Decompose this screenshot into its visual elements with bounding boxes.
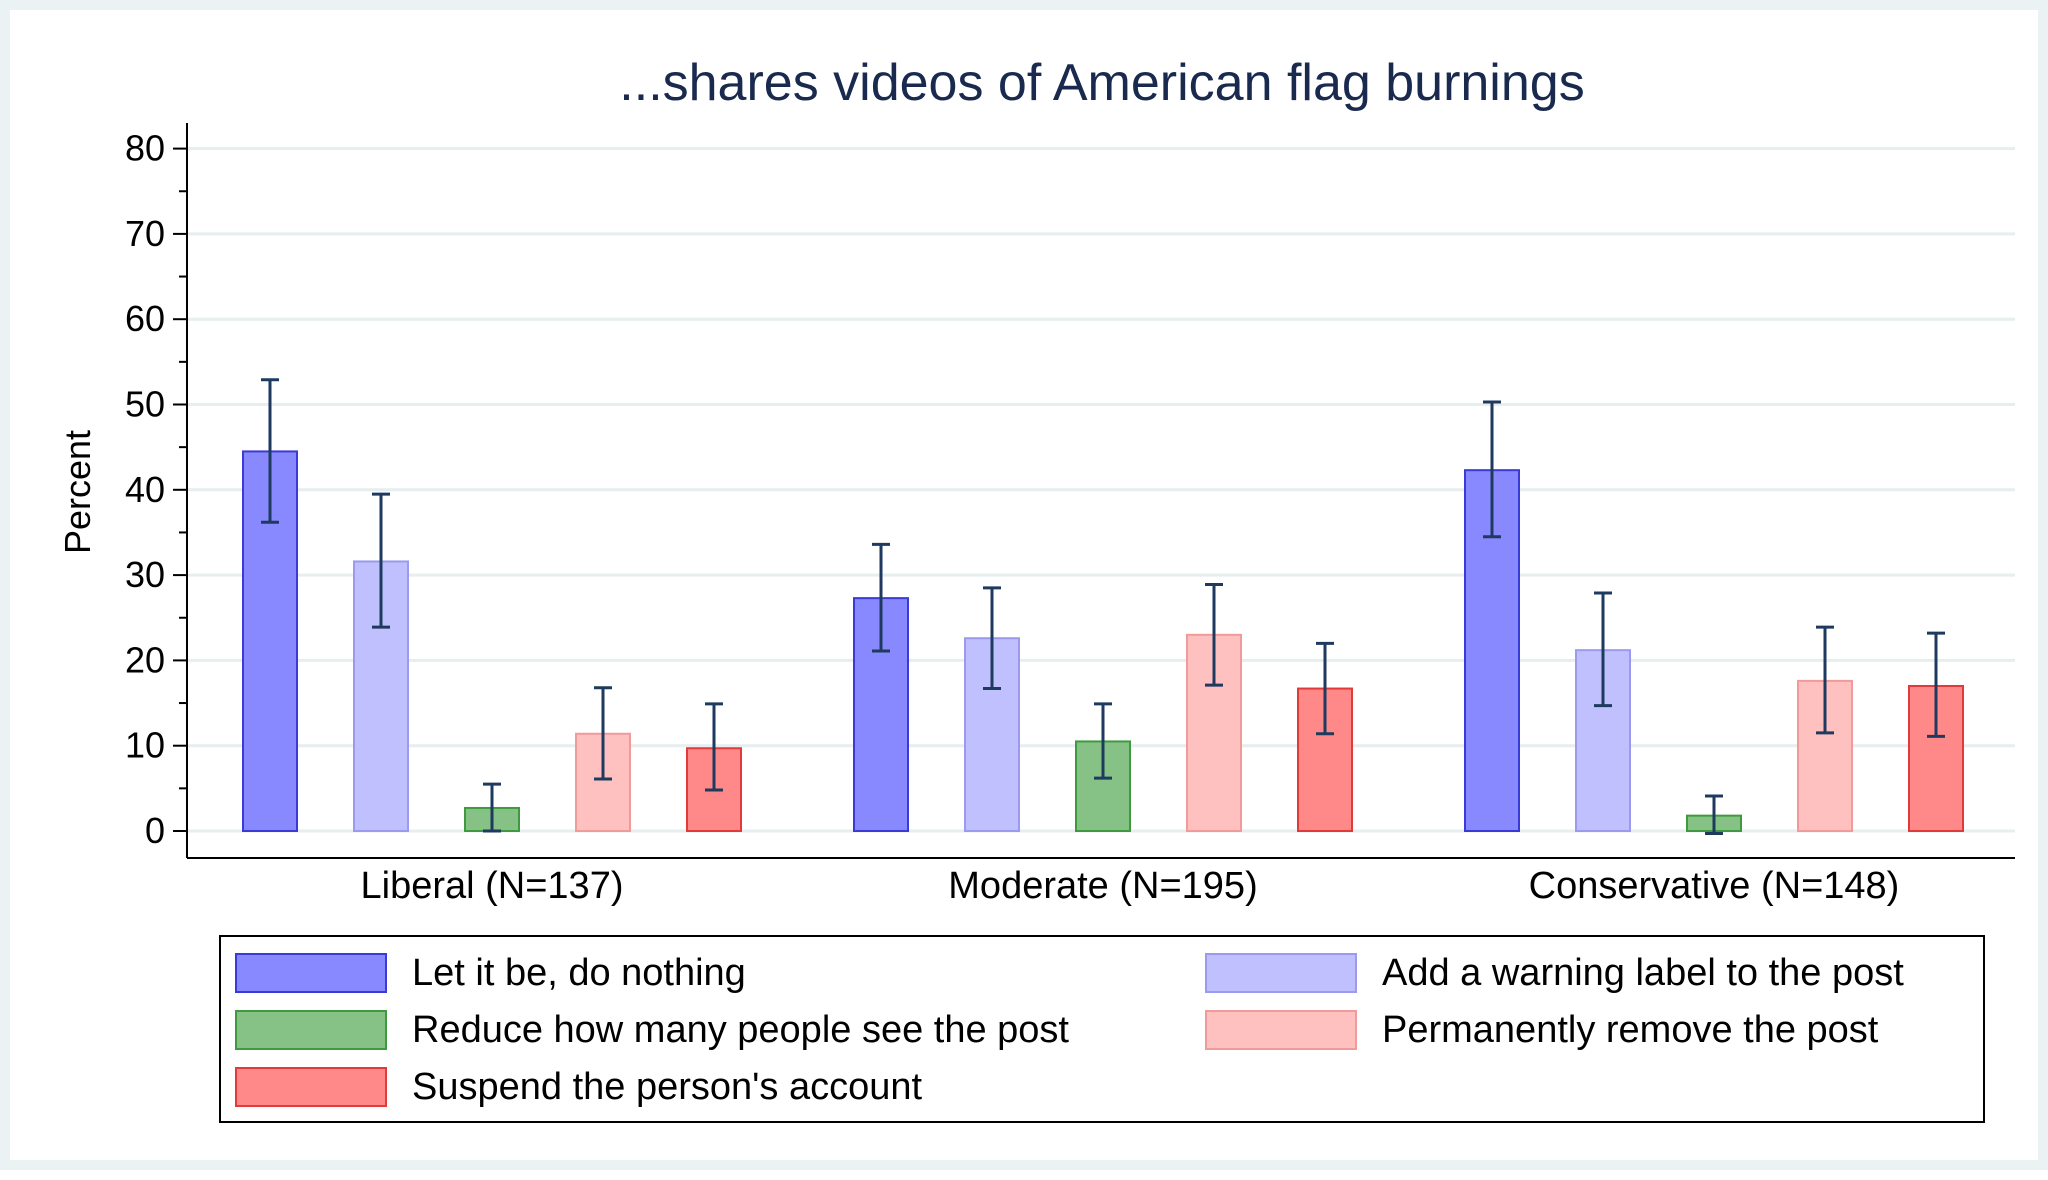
bar — [1297, 687, 1353, 833]
legend-swatch — [1205, 953, 1357, 993]
y-tick-label: 10 — [125, 725, 165, 766]
y-tick-label: 60 — [125, 298, 165, 339]
legend-items: Let it be, do nothing Add a warning label… — [235, 952, 1904, 1108]
chart-title: ...shares videos of American flag burnin… — [619, 54, 1584, 112]
legend-label: Let it be, do nothing — [412, 952, 746, 994]
legend-label: Add a warning label to the post — [1382, 952, 1904, 994]
legend-swatch — [235, 1010, 387, 1050]
y-tick-label: 70 — [125, 213, 165, 254]
legend-box — [219, 935, 1985, 1123]
x-category-label: Conservative (N=148) — [1529, 865, 1900, 907]
legend-label: Suspend the person's account — [412, 1066, 922, 1108]
x-category-label: Moderate (N=195) — [948, 865, 1257, 907]
legend-swatch — [235, 953, 387, 993]
error-bars — [261, 378, 1945, 836]
bar-chart: 0 10 20 30 40 50 60 70 80 ...shares videos of Am… — [57, 54, 2015, 1123]
y-tick-label: 20 — [125, 639, 165, 680]
legend-swatch — [1205, 1010, 1357, 1050]
axes: 0 10 20 30 40 50 60 70 80 — [125, 123, 2015, 859]
y-tick-label: 80 — [125, 128, 165, 169]
legend: Let it be, do nothing Add a warning label… — [219, 935, 1985, 1123]
y-tick-label: 40 — [125, 469, 165, 510]
x-category-label: Liberal (N=137) — [361, 865, 624, 907]
category-labels: Liberal (N=137) Moderate (N=195) Conservat… — [361, 865, 1900, 907]
y-tick-label: 0 — [145, 810, 165, 851]
y-axis-label: Percent — [57, 430, 98, 554]
legend-label: Permanently remove the post — [1382, 1009, 1879, 1051]
gridlines — [187, 147, 2015, 833]
y-tick-label: 50 — [125, 384, 165, 425]
y-tick-label: 30 — [125, 554, 165, 595]
bars — [242, 450, 1964, 833]
legend-swatch — [235, 1067, 387, 1107]
legend-label: Reduce how many people see the post — [412, 1009, 1069, 1051]
